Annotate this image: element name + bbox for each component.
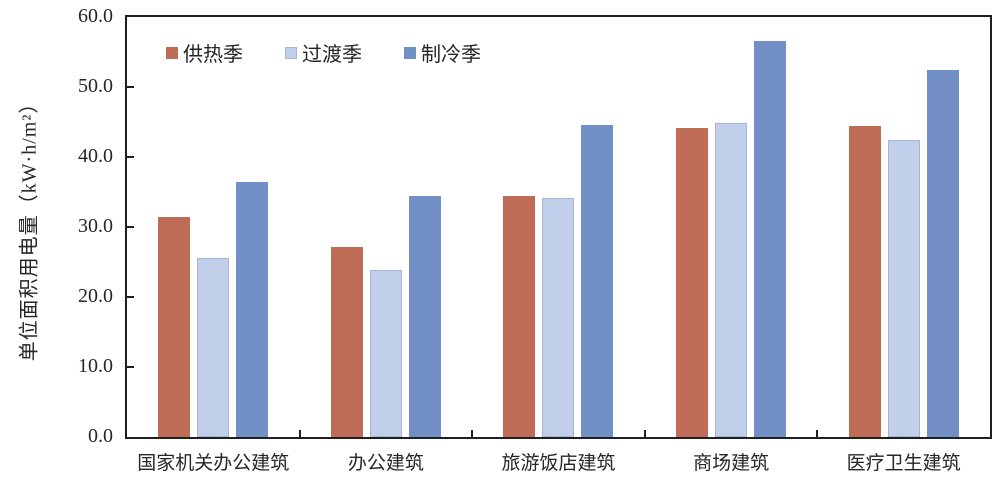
bar	[581, 124, 614, 437]
bar	[754, 40, 787, 437]
bar	[158, 216, 191, 437]
bar-group	[472, 17, 645, 437]
x-axis-label: 商场建筑	[693, 453, 770, 474]
legend-swatch	[285, 46, 297, 59]
bar-group	[645, 17, 818, 437]
x-tick-mark	[471, 430, 474, 437]
y-tick-label: 10.0	[78, 355, 113, 377]
bar	[542, 198, 575, 437]
bar-groups	[127, 17, 990, 437]
bar	[408, 196, 441, 437]
y-tick-mark	[127, 226, 134, 228]
legend-swatch	[404, 46, 416, 59]
bar	[503, 196, 536, 437]
bar-group	[300, 17, 473, 437]
y-tick-label: 0.0	[88, 425, 113, 447]
legend-item: 制冷季	[404, 38, 481, 67]
x-tick-mark	[643, 430, 646, 437]
bar	[926, 69, 959, 437]
legend-item: 供热季	[166, 38, 243, 67]
bar	[676, 128, 709, 437]
legend-item: 过渡季	[285, 38, 362, 67]
bar	[236, 182, 269, 437]
bar-group	[817, 17, 990, 437]
y-tick-label: 50.0	[78, 75, 113, 97]
bar	[330, 247, 363, 437]
plot-area: 供热季 过渡季 制冷季	[125, 15, 992, 439]
x-axis-label: 办公建筑	[347, 453, 424, 474]
legend-label: 制冷季	[421, 44, 481, 66]
y-tick-mark	[127, 296, 134, 298]
bar	[197, 257, 230, 437]
bar	[369, 269, 402, 437]
y-tick-mark	[127, 366, 134, 368]
bar	[715, 123, 748, 437]
x-tick-mark	[816, 430, 819, 437]
y-tick-label: 40.0	[78, 145, 113, 167]
y-tick-label: 20.0	[78, 285, 113, 307]
x-tick-mark	[298, 430, 301, 437]
y-tick-label: 30.0	[78, 215, 113, 237]
legend-label: 过渡季	[302, 44, 362, 66]
x-axis-label: 国家机关办公建筑	[137, 453, 290, 474]
bar-group	[127, 17, 300, 437]
y-tick-label: 60.0	[78, 5, 113, 27]
legend: 供热季 过渡季 制冷季	[166, 38, 481, 67]
bar	[848, 126, 881, 437]
x-axis-label: 旅游饭店建筑	[501, 453, 616, 474]
y-tick-mark	[127, 156, 134, 158]
legend-swatch	[166, 46, 178, 59]
legend-label: 供热季	[183, 44, 243, 66]
x-axis-label: 医疗卫生建筑	[846, 453, 961, 474]
y-tick-mark	[127, 86, 134, 88]
bar	[887, 140, 920, 437]
